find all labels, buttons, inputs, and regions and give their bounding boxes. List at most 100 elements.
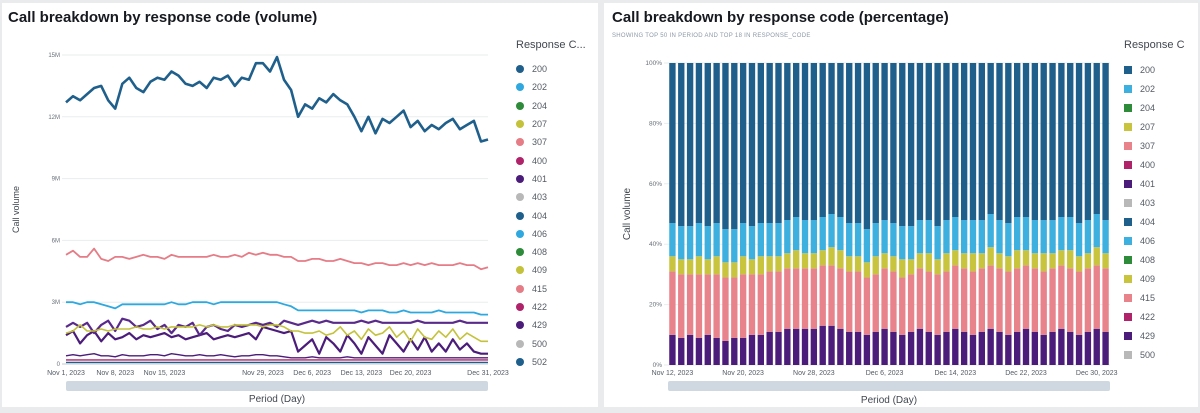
series-line-401 bbox=[65, 353, 488, 359]
bar-segment-409 bbox=[766, 256, 773, 272]
volume-legend-item-406[interactable]: 406 bbox=[516, 225, 586, 243]
bar-segment-409 bbox=[996, 253, 1003, 269]
volume-legend-item-409[interactable]: 409 bbox=[516, 261, 586, 279]
bar-segment-429 bbox=[934, 334, 941, 365]
percentage-legend-item-408[interactable]: 408 bbox=[1124, 250, 1185, 269]
x-tick-label: Nov 1, 2023 bbox=[47, 370, 85, 377]
bar-segment-406 bbox=[669, 223, 676, 257]
bar-segment-429 bbox=[1022, 328, 1030, 365]
bar-segment-409 bbox=[943, 253, 950, 272]
percentage-legend-item-400[interactable]: 400 bbox=[1124, 155, 1185, 174]
percentage-legend-item-307[interactable]: 307 bbox=[1124, 136, 1185, 155]
bar-segment-415 bbox=[686, 274, 694, 335]
bar-segment-409 bbox=[678, 259, 685, 275]
bar-segment-415 bbox=[952, 265, 959, 329]
legend-swatch-icon bbox=[516, 120, 524, 129]
bar-segment-406 bbox=[881, 220, 888, 254]
volume-legend-item-400[interactable]: 400 bbox=[516, 151, 586, 169]
bar-segment-406 bbox=[837, 217, 844, 251]
bar-segment-429 bbox=[695, 337, 703, 365]
bar-segment-409 bbox=[925, 253, 932, 272]
percentage-legend-item-415[interactable]: 415 bbox=[1124, 288, 1185, 307]
bar-segment-429 bbox=[996, 331, 1003, 365]
bar-segment-429 bbox=[739, 337, 747, 365]
bar-segment-409 bbox=[916, 253, 924, 269]
bar-segment-409 bbox=[854, 256, 862, 272]
volume-legend-item-500[interactable]: 500 bbox=[516, 334, 586, 352]
bar-segment-415 bbox=[837, 268, 844, 329]
volume-legend-item-404[interactable]: 404 bbox=[516, 206, 586, 224]
bar-segment-406 bbox=[739, 223, 747, 257]
volume-legend-item-204[interactable]: 204 bbox=[516, 97, 586, 115]
bar-segment-404 bbox=[1014, 63, 1021, 218]
volume-legend-item-415[interactable]: 415 bbox=[516, 280, 586, 298]
bar-segment-406 bbox=[1067, 217, 1074, 251]
legend-swatch-icon bbox=[1124, 274, 1132, 283]
bar-segment-406 bbox=[899, 226, 906, 260]
legend-label: 307 bbox=[1140, 140, 1156, 151]
percentage-legend-item-403[interactable]: 403 bbox=[1124, 193, 1185, 212]
x-axis-scrollbar[interactable] bbox=[66, 381, 488, 391]
legend-label: 401 bbox=[532, 173, 548, 184]
bar-segment-406 bbox=[757, 223, 764, 257]
volume-legend-item-422[interactable]: 422 bbox=[516, 298, 586, 316]
y-axis-title: Call volume bbox=[622, 187, 633, 240]
percentage-legend-item-202[interactable]: 202 bbox=[1124, 79, 1185, 98]
bar-segment-415 bbox=[775, 271, 782, 332]
x-tick-label: Nov 8, 2023 bbox=[96, 370, 134, 377]
bar-segment-404 bbox=[907, 63, 915, 227]
bar-segment-415 bbox=[846, 271, 853, 332]
percentage-legend-item-401[interactable]: 401 bbox=[1124, 174, 1185, 193]
bar-segment-404 bbox=[686, 63, 694, 227]
volume-legend-item-429[interactable]: 429 bbox=[516, 316, 586, 334]
y-tick-label: 15M bbox=[48, 53, 60, 59]
bar-segment-409 bbox=[704, 259, 711, 275]
percentage-legend-item-409[interactable]: 409 bbox=[1124, 269, 1185, 288]
percentage-legend-item-204[interactable]: 204 bbox=[1124, 98, 1185, 117]
volume-legend-item-202[interactable]: 202 bbox=[516, 78, 586, 96]
bar-segment-406 bbox=[916, 220, 924, 254]
volume-legend-item-403[interactable]: 403 bbox=[516, 188, 586, 206]
percentage-legend-item-422[interactable]: 422 bbox=[1124, 307, 1185, 326]
bar-segment-404 bbox=[801, 63, 809, 221]
bar-segment-409 bbox=[748, 259, 756, 275]
legend-swatch-icon bbox=[516, 357, 524, 366]
percentage-legend-item-500[interactable]: 500 bbox=[1124, 345, 1185, 364]
bar-segment-406 bbox=[748, 226, 756, 260]
bar-segment-406 bbox=[713, 223, 720, 257]
legend-swatch-icon bbox=[1124, 255, 1132, 264]
bar-segment-404 bbox=[810, 63, 818, 221]
bar-segment-415 bbox=[1067, 268, 1074, 332]
bar-segment-406 bbox=[801, 220, 809, 254]
x-axis-scrollbar[interactable] bbox=[668, 381, 1110, 391]
volume-legend-item-207[interactable]: 207 bbox=[516, 115, 586, 133]
legend-swatch-icon bbox=[516, 65, 524, 74]
volume-legend-item-408[interactable]: 408 bbox=[516, 243, 586, 261]
y-tick-label: 0% bbox=[653, 362, 663, 369]
bar-segment-404 bbox=[1075, 63, 1083, 224]
volume-legend-item-401[interactable]: 401 bbox=[516, 170, 586, 188]
bar-segment-429 bbox=[1075, 334, 1083, 365]
legend-swatch-icon bbox=[516, 174, 524, 183]
legend-label: 408 bbox=[532, 247, 548, 258]
bar-segment-404 bbox=[925, 63, 932, 221]
volume-legend-item-502[interactable]: 502 bbox=[516, 353, 586, 371]
bar-segment-404 bbox=[748, 63, 756, 227]
percentage-legend-item-207[interactable]: 207 bbox=[1124, 117, 1185, 136]
percentage-legend-item-406[interactable]: 406 bbox=[1124, 231, 1185, 250]
bar-segment-409 bbox=[686, 259, 694, 275]
bar-segment-429 bbox=[854, 331, 862, 365]
percentage-legend-item-200[interactable]: 200 bbox=[1124, 60, 1185, 79]
bar-segment-415 bbox=[925, 271, 932, 332]
bar-segment-404 bbox=[881, 63, 888, 221]
volume-legend-item-200[interactable]: 200 bbox=[516, 60, 586, 78]
bar-segment-406 bbox=[890, 223, 897, 257]
percentage-legend-item-429[interactable]: 429 bbox=[1124, 326, 1185, 345]
legend-label: 400 bbox=[532, 155, 548, 166]
bar-segment-429 bbox=[1014, 331, 1021, 365]
percentage-legend-item-404[interactable]: 404 bbox=[1124, 212, 1185, 231]
bar-segment-429 bbox=[819, 325, 826, 365]
bar-segment-429 bbox=[837, 328, 844, 365]
bar-segment-409 bbox=[872, 256, 879, 275]
volume-legend-item-307[interactable]: 307 bbox=[516, 133, 586, 151]
